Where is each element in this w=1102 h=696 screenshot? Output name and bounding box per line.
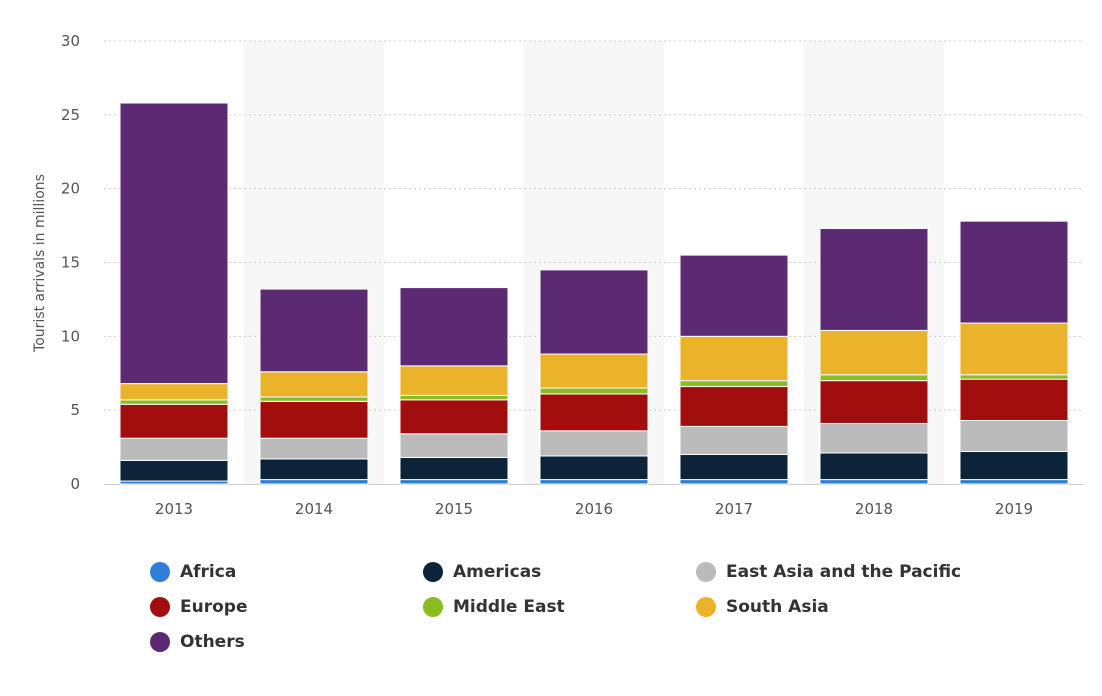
bars <box>119 102 1069 485</box>
bar-stack-2019[interactable] <box>959 220 1069 485</box>
legend-item-europe[interactable]: Europe <box>150 595 247 619</box>
bar-segment-europe-2014[interactable] <box>259 400 369 439</box>
legend-label: Europe <box>180 597 248 617</box>
bar-segment-south-asia-2014[interactable] <box>259 371 369 398</box>
legend-item-east-asia-and-the-pacific[interactable]: East Asia and the Pacific <box>696 560 961 584</box>
bar-segment-middle-east-2017[interactable] <box>679 380 789 388</box>
bar-segment-africa-2015[interactable] <box>399 479 509 485</box>
legend-label: East Asia and the Pacific <box>726 562 962 582</box>
y-axis-ticks: 0 5 10 15 20 25 30 <box>61 32 80 493</box>
bar-segment-europe-2013[interactable] <box>119 403 229 439</box>
bar-segment-south-asia-2016[interactable] <box>539 353 649 389</box>
y-tick-label: 5 <box>70 401 80 419</box>
bar-segment-middle-east-2019[interactable] <box>959 374 1069 380</box>
bar-segment-europe-2019[interactable] <box>959 378 1069 422</box>
bar-segment-east-asia-and-the-pacific-2014[interactable] <box>259 437 369 460</box>
y-tick-label: 10 <box>61 327 80 345</box>
bar-segment-east-asia-and-the-pacific-2013[interactable] <box>119 437 229 461</box>
bar-segment-africa-2018[interactable] <box>819 479 929 485</box>
legend-swatch-icon <box>150 597 170 617</box>
bar-segment-europe-2018[interactable] <box>819 380 929 424</box>
bar-segment-east-asia-and-the-pacific-2016[interactable] <box>539 430 649 457</box>
bar-segment-africa-2016[interactable] <box>539 479 649 485</box>
bar-segment-south-asia-2018[interactable] <box>819 329 929 376</box>
legend-item-middle-east[interactable]: Middle East <box>423 595 565 619</box>
bar-segment-others-2019[interactable] <box>959 220 1069 324</box>
bar-segment-others-2014[interactable] <box>259 288 369 373</box>
x-tick-label: 2013 <box>155 500 193 518</box>
bar-segment-others-2015[interactable] <box>399 287 509 367</box>
legend-swatch-icon <box>150 632 170 652</box>
y-tick-label: 30 <box>61 32 80 50</box>
legend-item-americas[interactable]: Americas <box>423 560 541 584</box>
legend-label: Africa <box>180 562 237 582</box>
y-tick-label: 20 <box>61 180 80 198</box>
bar-stack-2013[interactable] <box>119 102 229 485</box>
legend-swatch-icon <box>696 562 716 582</box>
x-axis-ticks: 2013 2014 2015 2016 2017 2018 2019 <box>155 500 1033 518</box>
y-tick-label: 15 <box>61 254 80 272</box>
y-axis-title: Tourist arrivals in millions <box>32 174 48 353</box>
x-tick-label: 2014 <box>295 500 333 518</box>
bar-segment-east-asia-and-the-pacific-2018[interactable] <box>819 422 929 454</box>
bar-stack-2016[interactable] <box>539 269 649 485</box>
bar-segment-americas-2017[interactable] <box>679 453 789 481</box>
bar-segment-south-asia-2017[interactable] <box>679 335 789 382</box>
legend-label: Middle East <box>453 597 565 617</box>
legend-swatch-icon <box>696 597 716 617</box>
y-tick-label: 0 <box>70 475 80 493</box>
bar-segment-africa-2019[interactable] <box>959 479 1069 485</box>
bar-segment-middle-east-2018[interactable] <box>819 374 929 382</box>
legend-item-others[interactable]: Others <box>150 630 245 654</box>
bar-segment-others-2016[interactable] <box>539 269 649 355</box>
bar-segment-americas-2016[interactable] <box>539 455 649 481</box>
bar-stack-2015[interactable] <box>399 287 509 485</box>
legend-label: Others <box>180 632 245 652</box>
x-tick-label: 2015 <box>435 500 473 518</box>
bar-segment-europe-2017[interactable] <box>679 386 789 427</box>
legend-swatch-icon <box>150 562 170 582</box>
bar-segment-africa-2017[interactable] <box>679 479 789 485</box>
x-tick-label: 2016 <box>575 500 613 518</box>
bar-segment-americas-2019[interactable] <box>959 451 1069 481</box>
bar-segment-americas-2018[interactable] <box>819 452 929 481</box>
legend-item-africa[interactable]: Africa <box>150 560 236 584</box>
legend-swatch-icon <box>423 597 443 617</box>
bar-segment-middle-east-2016[interactable] <box>539 387 649 395</box>
bar-segment-others-2017[interactable] <box>679 254 789 337</box>
bar-segment-americas-2013[interactable] <box>119 459 229 482</box>
bar-segment-europe-2016[interactable] <box>539 393 649 432</box>
bar-segment-africa-2014[interactable] <box>259 479 369 485</box>
bar-segment-south-asia-2019[interactable] <box>959 322 1069 376</box>
bar-stack-2014[interactable] <box>259 288 369 485</box>
bar-stack-2017[interactable] <box>679 254 789 485</box>
x-tick-label: 2019 <box>995 500 1033 518</box>
y-tick-label: 25 <box>61 106 80 124</box>
bar-segment-americas-2015[interactable] <box>399 456 509 481</box>
x-tick-label: 2018 <box>855 500 893 518</box>
bar-segment-east-asia-and-the-pacific-2017[interactable] <box>679 425 789 455</box>
legend-swatch-icon <box>423 562 443 582</box>
legend-label: Americas <box>453 562 542 582</box>
bar-segment-americas-2014[interactable] <box>259 458 369 481</box>
bar-segment-middle-east-2015[interactable] <box>399 394 509 401</box>
bar-segment-others-2013[interactable] <box>119 102 229 385</box>
bar-segment-south-asia-2015[interactable] <box>399 365 509 396</box>
bar-stack-2018[interactable] <box>819 228 929 485</box>
bar-segment-europe-2015[interactable] <box>399 399 509 435</box>
bar-segment-south-asia-2013[interactable] <box>119 383 229 401</box>
bar-segment-east-asia-and-the-pacific-2019[interactable] <box>959 420 1069 453</box>
bar-segment-middle-east-2013[interactable] <box>119 399 229 405</box>
bar-segment-middle-east-2014[interactable] <box>259 396 369 402</box>
x-tick-label: 2017 <box>715 500 753 518</box>
bar-segment-east-asia-and-the-pacific-2015[interactable] <box>399 433 509 458</box>
legend-item-south-asia[interactable]: South Asia <box>696 595 829 619</box>
legend-label: South Asia <box>726 597 829 617</box>
bar-segment-others-2018[interactable] <box>819 228 929 331</box>
